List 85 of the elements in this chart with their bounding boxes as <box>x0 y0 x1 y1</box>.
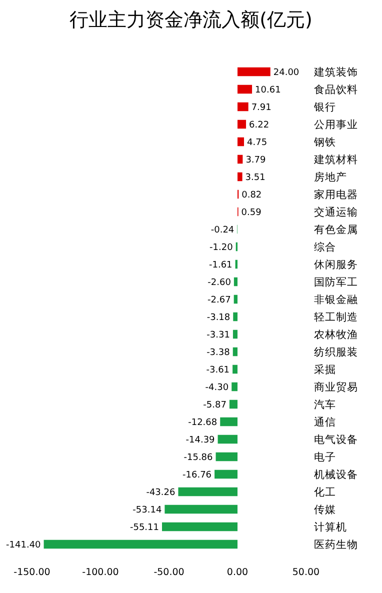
y-tick-label: 综合 <box>314 240 336 254</box>
bar <box>232 364 238 374</box>
y-tick-label: 电气设备 <box>314 432 358 446</box>
bar <box>214 470 238 479</box>
y-tick-label: 银行 <box>313 101 336 114</box>
y-tick-label: 轻工制造 <box>314 310 358 324</box>
bar <box>238 137 244 146</box>
data-label: 24.00 <box>273 68 300 78</box>
data-label: 6.22 <box>249 120 270 130</box>
bar <box>162 522 238 532</box>
data-label: -15.86 <box>184 452 214 463</box>
y-tick-label: 国防军工 <box>314 275 358 288</box>
data-label: 0.82 <box>242 190 262 200</box>
y-tick-label: 有色金属 <box>314 224 358 236</box>
y-tick-label: 食品饮料 <box>314 82 358 96</box>
x-tick-label: -50.00 <box>154 567 184 578</box>
data-label: -4.30 <box>205 382 229 393</box>
data-label: -3.31 <box>206 330 230 340</box>
data-label: -55.11 <box>130 522 159 533</box>
bar <box>238 102 248 112</box>
y-tick-label: 钢铁 <box>313 136 336 148</box>
y-tick-label: 汽车 <box>314 398 336 411</box>
chart-title: 行业主力资金净流入额(亿元) <box>70 9 312 31</box>
x-tick-label: 0.00 <box>226 567 248 578</box>
data-label: -2.60 <box>208 278 232 288</box>
bar <box>232 347 238 356</box>
y-tick-label: 采掘 <box>314 362 336 376</box>
data-label: -5.87 <box>203 400 226 410</box>
y-tick-label: 农林牧渔 <box>314 328 358 341</box>
bar <box>238 172 242 182</box>
data-label: -16.76 <box>182 470 212 480</box>
data-label: -43.26 <box>146 488 176 498</box>
x-tick-label: -100.00 <box>82 567 119 578</box>
y-tick-label: 非银金融 <box>314 292 358 306</box>
bar <box>164 504 238 514</box>
y-tick-label: 化工 <box>314 486 336 498</box>
y-tick-label: 房地产 <box>314 170 347 184</box>
data-label: 0.59 <box>241 208 262 218</box>
data-label: 3.51 <box>245 172 266 183</box>
bar <box>218 434 238 444</box>
bar <box>234 294 238 304</box>
bar <box>44 540 238 549</box>
data-label: -3.61 <box>206 365 230 376</box>
y-tick-label: 交通运输 <box>314 205 358 218</box>
data-label: -12.68 <box>188 418 218 428</box>
data-label: 4.75 <box>247 138 268 148</box>
x-tick-label: 50.00 <box>292 567 320 578</box>
bar <box>238 67 270 76</box>
y-tick-label: 休闲服务 <box>314 258 358 271</box>
y-tick-label: 商业贸易 <box>314 380 358 394</box>
bar <box>238 154 243 164</box>
data-label: 10.61 <box>255 85 281 96</box>
x-tick-label: -150.00 <box>14 567 50 578</box>
data-label: 3.79 <box>246 155 266 166</box>
bar <box>216 452 238 462</box>
y-tick-label: 家用电器 <box>314 188 358 201</box>
data-label: -3.18 <box>206 312 230 323</box>
bar <box>232 382 238 392</box>
data-label: -3.38 <box>206 348 230 358</box>
data-label: -141.40 <box>6 540 42 550</box>
bar <box>178 487 238 496</box>
y-tick-label: 纺织服装 <box>314 345 358 358</box>
data-label: -0.24 <box>210 225 234 236</box>
y-tick-label: 公用事业 <box>314 118 358 131</box>
y-tick-label: 医药生物 <box>314 538 358 551</box>
data-label: -14.39 <box>186 435 216 446</box>
bar <box>234 277 238 286</box>
data-label: -2.67 <box>208 295 231 306</box>
data-label: 7.91 <box>251 102 272 113</box>
y-tick-label: 建筑材料 <box>313 152 358 166</box>
y-tick-label: 电子 <box>314 450 336 464</box>
bar <box>232 330 238 339</box>
bar <box>238 84 252 94</box>
y-tick-label: 计算机 <box>314 520 347 534</box>
bar <box>233 312 238 322</box>
bar <box>229 400 238 409</box>
data-label: -53.14 <box>132 505 162 516</box>
bar <box>238 120 246 129</box>
data-label: -1.61 <box>208 260 232 270</box>
y-tick-label: 机械设备 <box>314 468 358 481</box>
data-label: -1.20 <box>210 242 234 253</box>
y-tick-label: 建筑装饰 <box>313 65 358 78</box>
bar <box>220 417 238 426</box>
y-tick-label: 传媒 <box>314 504 336 516</box>
y-tick-label: 通信 <box>314 415 336 428</box>
